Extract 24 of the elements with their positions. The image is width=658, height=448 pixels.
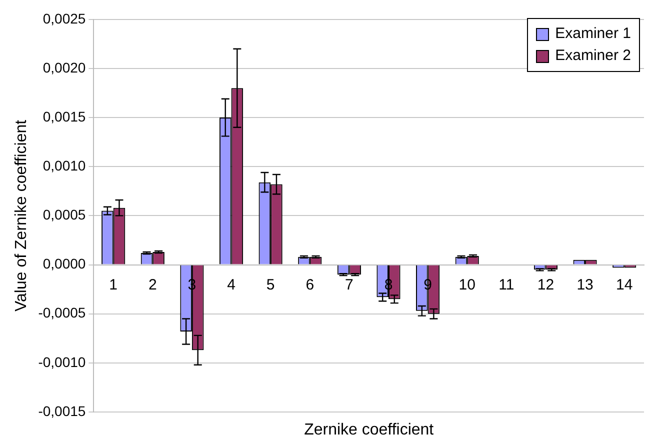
- x-tick-label: 2: [148, 276, 157, 294]
- y-tick-label: 0,0005: [42, 206, 86, 223]
- x-axis-title: Zernike coefficient: [304, 421, 434, 438]
- y-tick-label: 0,0025: [42, 10, 86, 26]
- x-tick-label: 10: [458, 276, 476, 294]
- x-tick-label: 4: [227, 276, 236, 294]
- x-tick-label: 13: [576, 276, 594, 294]
- x-tick-label: 7: [345, 276, 354, 294]
- x-tick-label: 11: [498, 276, 514, 294]
- y-tick-label: -0,0010: [38, 354, 86, 370]
- x-tick-label: 14: [616, 276, 633, 294]
- x-tick-label: 1: [109, 276, 118, 294]
- legend-label: Examiner 2: [555, 46, 631, 66]
- x-tick-label: 5: [266, 276, 275, 294]
- y-tick-label: -0,0005: [38, 304, 86, 321]
- y-tick-label: 0,0020: [42, 59, 86, 76]
- y-tick-label: 0,0010: [42, 157, 86, 174]
- y-axis-title: Value of Zernike coefficient: [13, 119, 30, 312]
- y-tick-label: 0,0000: [42, 256, 86, 272]
- y-tick-label: -0,0015: [38, 402, 86, 419]
- x-tick-label: 6: [306, 276, 314, 294]
- y-tick-label: 0,0015: [42, 108, 86, 124]
- x-tick-label: 12: [537, 276, 554, 294]
- legend-label: Examiner 1: [555, 24, 631, 44]
